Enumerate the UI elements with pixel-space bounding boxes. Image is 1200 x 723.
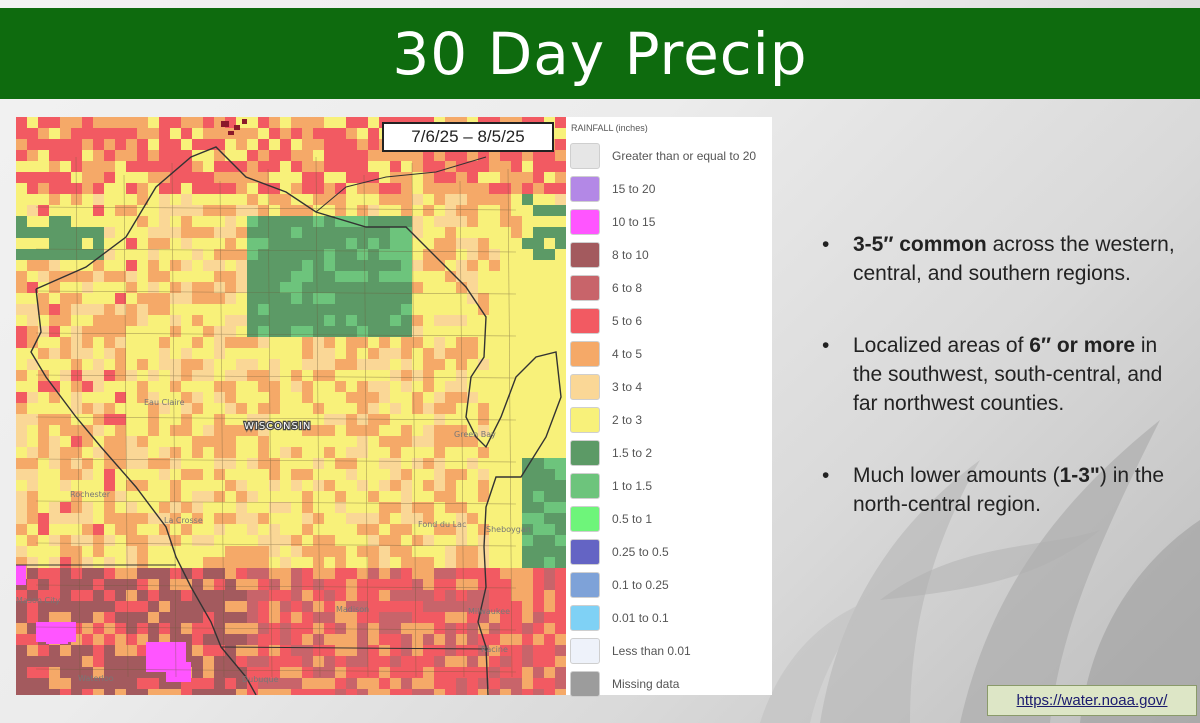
place-racine: Racine — [481, 645, 508, 654]
place-dubuque: Dubuque — [242, 675, 279, 684]
legend-label: Missing data — [612, 677, 680, 691]
legend-title: RAINFALL (inches) — [571, 123, 648, 133]
legend-item: Missing data — [570, 669, 679, 699]
legend-item: 8 to 10 — [570, 240, 649, 270]
michigan-border — [315, 156, 487, 213]
bullet-1-text: across the western, central, and souther… — [853, 233, 1175, 285]
summary-bullets: 3-5″ common across the western, central,… — [820, 230, 1180, 562]
legend-swatch — [570, 143, 600, 169]
legend-swatch — [570, 242, 600, 268]
place-madison: Madison — [336, 605, 369, 614]
legend-item: 0.25 to 0.5 — [570, 537, 669, 567]
bullet-2-bold: 6″ or more — [1029, 334, 1136, 357]
mississippi-river-border — [30, 288, 257, 695]
legend-swatch — [570, 308, 600, 334]
legend-swatch — [570, 638, 600, 664]
legend-label: 1.5 to 2 — [612, 446, 653, 460]
legend-item: 0.5 to 1 — [570, 504, 652, 534]
legend-item: Less than 0.01 — [570, 636, 691, 666]
legend-swatch — [570, 539, 600, 565]
legend-swatch — [570, 275, 600, 301]
legend-swatch — [570, 407, 600, 433]
legend-item: 1.5 to 2 — [570, 438, 652, 468]
bullet-3-text: ) in the north-central region. — [853, 464, 1165, 516]
legend-item: 2 to 3 — [570, 405, 642, 435]
bullet-3-pre: Much lower amounts ( — [853, 464, 1060, 487]
legend-item: 10 to 15 — [570, 207, 655, 237]
legend-label: 10 to 15 — [612, 215, 656, 229]
title-banner: 30 Day Precip — [0, 8, 1200, 99]
place-mason-city: Mason City — [16, 596, 60, 605]
legend-label: 3 to 4 — [612, 380, 643, 394]
legend-label: Greater than or equal to 20 — [612, 149, 757, 163]
legend-item: 5 to 6 — [570, 306, 642, 336]
bullet-3-bold: 1-3" — [1059, 464, 1100, 487]
legend-item: 0.01 to 0.1 — [570, 603, 669, 633]
legend-swatch — [570, 506, 600, 532]
bullet-2-text: in the southwest, south-central, and far… — [853, 334, 1163, 415]
date-range-box: 7/6/25 – 8/5/25 — [382, 122, 554, 152]
legend-swatch — [570, 440, 600, 466]
apostle-islands — [221, 119, 247, 135]
legend-item: 6 to 8 — [570, 273, 642, 303]
legend-label: 0.25 to 0.5 — [612, 545, 669, 559]
legend-item: 1 to 1.5 — [570, 471, 652, 501]
precipitation-map-canvas: WISCONSIN Eau Claire La Crosse Rochester… — [16, 117, 566, 695]
page-title: 30 Day Precip — [392, 19, 808, 88]
legend-label: 0.1 to 0.25 — [612, 578, 669, 592]
legend-label: 0.01 to 0.1 — [612, 611, 669, 625]
legend-item: 4 to 5 — [570, 339, 642, 369]
bullet-localized-areas: Localized areas of 6″ or more in the sou… — [820, 331, 1180, 418]
legend-swatch — [570, 671, 600, 697]
legend-swatch — [570, 341, 600, 367]
bullet-2-pre: Localized areas of — [853, 334, 1030, 357]
place-la-crosse: La Crosse — [164, 516, 203, 525]
legend-swatch — [570, 572, 600, 598]
illinois-border — [220, 646, 489, 650]
legend-swatch — [570, 473, 600, 499]
bullet-common-amounts: 3-5″ common across the western, central,… — [820, 230, 1180, 288]
state-border — [35, 146, 562, 695]
legend-label: 0.5 to 1 — [612, 512, 653, 526]
place-sheboygan: Sheboygan — [486, 525, 531, 534]
place-waterloo: Waterloo — [78, 674, 114, 683]
bullet-1-bold: 3-5″ common — [853, 233, 987, 256]
legend-label: 15 to 20 — [612, 182, 656, 196]
legend-label: 8 to 10 — [612, 248, 649, 262]
legend-item: 3 to 4 — [570, 372, 642, 402]
legend-swatch — [570, 374, 600, 400]
place-eau-claire: Eau Claire — [144, 398, 185, 407]
source-url-box: https://water.noaa.gov/ — [987, 685, 1197, 716]
legend-item: 0.1 to 0.25 — [570, 570, 669, 600]
background-foliage-image — [760, 420, 1200, 723]
legend-label: 6 to 8 — [612, 281, 643, 295]
bullet-lower-amounts: Much lower amounts (1-3") in the north-c… — [820, 461, 1180, 519]
legend-label: 1 to 1.5 — [612, 479, 653, 493]
state-label: WISCONSIN — [244, 421, 311, 432]
place-milwaukee: Milwaukee — [468, 607, 510, 616]
place-fond-du-lac: Fond du Lac — [418, 520, 466, 529]
date-range: 7/6/25 – 8/5/25 — [411, 127, 525, 146]
source-url-link[interactable]: https://water.noaa.gov/ — [1016, 692, 1168, 709]
legend-swatch — [570, 209, 600, 235]
legend-item: 15 to 20 — [570, 174, 655, 204]
legend-swatch — [570, 176, 600, 202]
rainfall-legend: RAINFALL (inches) Greater than or equal … — [566, 117, 772, 697]
place-rochester: Rochester — [70, 490, 111, 499]
legend-label: 2 to 3 — [612, 413, 643, 427]
legend-item: Greater than or equal to 20 — [570, 141, 756, 171]
precipitation-map: WISCONSIN Eau Claire La Crosse Rochester… — [16, 117, 566, 695]
place-green-bay: Green Bay — [454, 430, 496, 439]
legend-label: 4 to 5 — [612, 347, 643, 361]
legend-label: Less than 0.01 — [612, 644, 691, 658]
legend-swatch — [570, 605, 600, 631]
legend-label: 5 to 6 — [612, 314, 643, 328]
